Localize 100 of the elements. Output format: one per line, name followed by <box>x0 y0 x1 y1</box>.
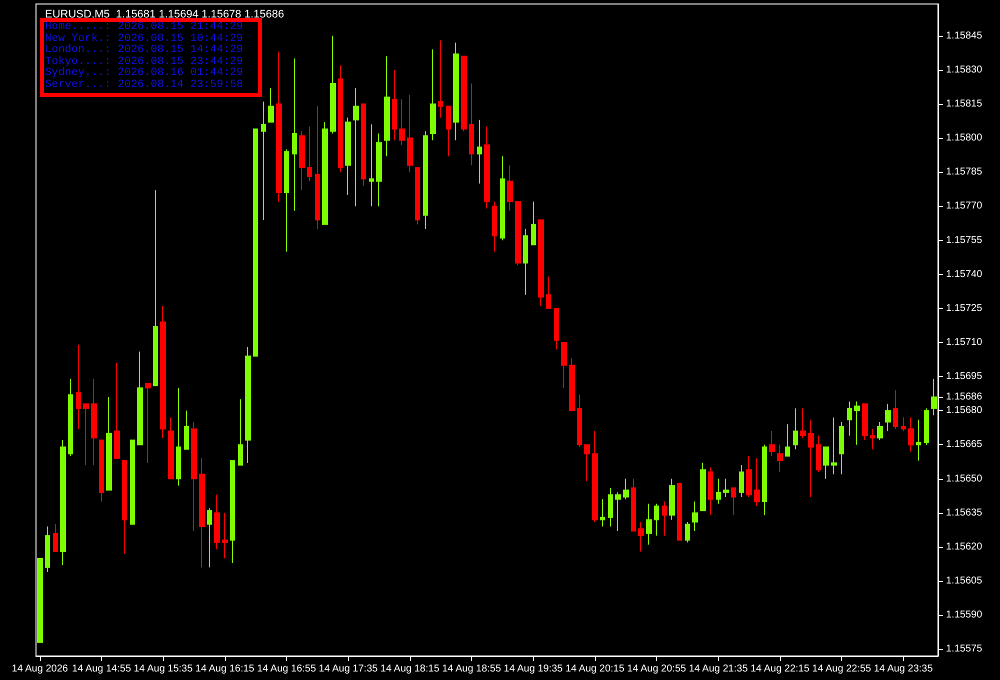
candlestick <box>137 351 143 446</box>
candlestick <box>731 487 736 516</box>
candlestick <box>739 464 744 498</box>
candlestick <box>700 462 706 512</box>
chart-title: EURUSD,M5 1.15681 1.15694 1.15678 1.15686 <box>45 8 284 20</box>
candlestick <box>908 416 914 452</box>
candlestick <box>160 306 166 438</box>
x-tick-label: 14 Aug 23:35 <box>874 664 934 674</box>
candlestick <box>45 526 50 572</box>
candlestick <box>230 460 235 564</box>
y-tick-label: 1.15800 <box>946 132 983 144</box>
y-tick-label: 1.15845 <box>946 30 983 42</box>
candlestick <box>677 482 682 541</box>
candlestick <box>862 403 868 441</box>
candlestick <box>176 387 181 486</box>
x-tick-label: 14 Aug 21:35 <box>688 664 748 674</box>
candlestick <box>631 478 636 532</box>
candlestick <box>407 94 413 173</box>
y-tick-label: 1.15605 <box>946 576 983 587</box>
candlestick <box>130 440 135 525</box>
x-tick-label: 14 Aug 15:35 <box>134 664 194 674</box>
candlestick <box>654 503 659 536</box>
y-tick-label: 1.15635 <box>946 507 983 518</box>
candlestick <box>823 446 829 480</box>
candlestick <box>577 394 582 448</box>
candlestick <box>99 440 104 502</box>
candlestick <box>114 362 120 459</box>
annotation: Home.....: 2026.08.15 21:44:29 <box>45 21 244 33</box>
candlestick <box>754 458 760 507</box>
candlestick <box>492 201 497 252</box>
candlestick <box>554 308 559 350</box>
candlestick <box>901 416 906 432</box>
candlestick <box>284 148 289 252</box>
x-tick-label: 14 Aug 22:15 <box>750 664 810 674</box>
x-tick-label: 14 Aug 14:55 <box>72 664 132 674</box>
candlestick <box>292 58 297 212</box>
y-tick-label: 1.15815 <box>946 98 983 110</box>
candlestick <box>122 460 127 554</box>
candlestick <box>53 524 58 552</box>
y-tick-label: 1.15785 <box>946 166 983 178</box>
candlestick <box>415 167 420 225</box>
annotation: New York.: 2026.08.15 10:44:29 <box>45 32 244 45</box>
candlestick <box>438 40 443 118</box>
candlestick <box>669 478 675 520</box>
candlestick <box>477 119 482 184</box>
candlestick <box>384 56 390 157</box>
candlestick <box>392 69 397 141</box>
x-tick-label: 14 Aug 16:55 <box>257 664 316 674</box>
y-tick-label: 1.15770 <box>946 200 983 212</box>
x-tick-label: 14 Aug 20:15 <box>565 664 625 674</box>
y-tick-label: 1.15725 <box>946 302 983 314</box>
x-tick-label: 14 Aug 18:55 <box>442 664 502 674</box>
y-tick-label: 1.15650 <box>946 473 983 484</box>
candlestick <box>800 408 806 438</box>
candlestick <box>546 276 551 309</box>
candlestick <box>238 398 243 466</box>
candlestick <box>662 501 667 536</box>
x-tick-label: 14 Aug 22:55 <box>812 664 872 674</box>
candlestick <box>515 201 521 266</box>
candlestick <box>315 106 320 230</box>
x-tick-label: 14 Aug 17:35 <box>318 664 378 674</box>
y-tick-label: 1.15710 <box>946 336 983 348</box>
candlestick <box>746 456 752 498</box>
candlestick <box>245 346 251 464</box>
candlestick <box>916 419 921 462</box>
candlestick <box>145 382 151 464</box>
y-tick-label: 1.15830 <box>946 64 983 76</box>
y-tick-label: 1.15755 <box>946 234 983 246</box>
candlestick <box>708 466 713 516</box>
y-tick-label: 1.15695 <box>946 371 983 382</box>
candlestick <box>885 403 891 432</box>
candlestick <box>369 124 374 207</box>
candlestick <box>685 521 690 543</box>
candlestick <box>839 422 844 475</box>
candlestick <box>893 390 898 430</box>
candlestick <box>199 458 205 568</box>
candlestick <box>60 440 66 566</box>
candlestick <box>615 492 621 532</box>
candlestick <box>423 130 428 230</box>
annotation: Sydney...: 2026.08.16 01:44:29 <box>45 67 244 80</box>
candlestick <box>500 156 505 241</box>
candlestick <box>870 428 875 450</box>
y-tick-label: 1.15665 <box>946 439 983 450</box>
candlestick <box>716 478 721 504</box>
candlestick <box>168 416 174 480</box>
candlestick <box>523 228 528 296</box>
x-tick-label: 14 Aug 18:15 <box>380 664 440 674</box>
candlestick <box>446 106 451 157</box>
candlestick <box>299 130 305 191</box>
candlestick <box>191 422 197 532</box>
candlestick <box>322 122 328 225</box>
candlestick <box>399 98 405 146</box>
candlestick <box>207 508 212 568</box>
candlestick <box>268 88 274 123</box>
candlestick <box>353 88 359 207</box>
candlestick <box>646 503 652 546</box>
candlestick <box>592 430 598 522</box>
x-tick-label: 14 Aug 2026 <box>12 664 68 674</box>
candlestick <box>769 430 775 457</box>
candlestick <box>785 424 790 457</box>
